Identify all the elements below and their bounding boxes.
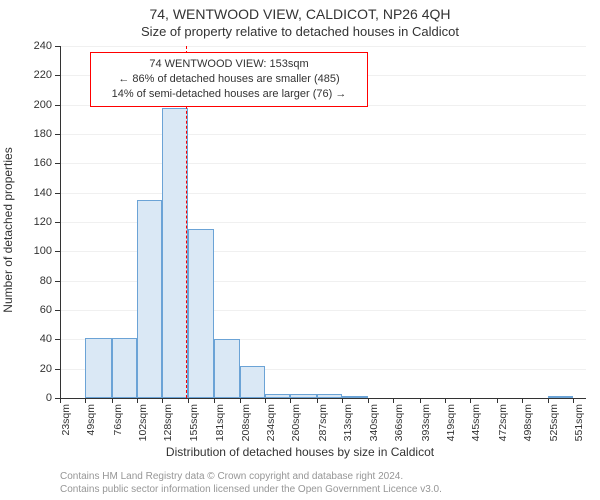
y-tick-label: 140 [34,187,52,199]
x-tick-label: 260sqm [290,404,302,441]
x-tick-label: 181sqm [214,404,226,441]
y-tick-label: 180 [34,128,52,140]
footer-attribution: Contains HM Land Registry data © Crown c… [60,471,586,496]
y-axis-line [60,46,61,398]
x-tick-label: 76sqm [112,404,124,436]
annotation-box: 74 WENTWOOD VIEW: 153sqm← 86% of detache… [90,52,368,107]
x-tick-label: 234sqm [265,404,277,441]
x-tick-label: 498sqm [522,404,534,441]
y-tick-label: 160 [34,157,52,169]
x-tick-label: 155sqm [188,404,200,441]
x-tick-label: 525sqm [548,404,560,441]
histogram-plot-area: 02040608010012014016018020022024023sqm49… [60,46,586,398]
annotation-line-1: 74 WENTWOOD VIEW: 153sqm [99,57,359,72]
histogram-bar [240,366,265,398]
footer-line-1: Contains HM Land Registry data © Crown c… [60,471,586,484]
histogram-bar [188,229,213,398]
histogram-bar [112,338,137,398]
page-title-description: Size of property relative to detached ho… [0,24,600,39]
y-tick-label: 120 [34,216,52,228]
y-tick-label: 200 [34,99,52,111]
x-tick-label: 551sqm [573,404,585,441]
y-tick-label: 100 [34,245,52,257]
histogram-bar [137,200,162,398]
x-tick-label: 472sqm [497,404,509,441]
x-tick-label: 287sqm [317,404,329,441]
annotation-line-3: 14% of semi-detached houses are larger (… [99,87,359,102]
x-tick-label: 445sqm [470,404,482,441]
y-tick-label: 40 [40,333,52,345]
x-axis-label: Distribution of detached houses by size … [0,445,600,459]
gridline [60,193,586,194]
x-tick-label: 393sqm [420,404,432,441]
x-tick-label: 366sqm [393,404,405,441]
y-axis-label: Number of detached properties [1,147,15,312]
x-tick-label: 23sqm [60,404,72,436]
y-tick-label: 240 [34,40,52,52]
x-tick-label: 128sqm [162,404,174,441]
y-tick-label: 60 [40,304,52,316]
gridline [60,134,586,135]
annotation-line-2: ← 86% of detached houses are smaller (48… [99,72,359,87]
footer-line-2: Contains public sector information licen… [60,484,586,497]
x-axis-line [60,398,586,399]
histogram-bar [162,108,188,398]
histogram-bar [214,339,240,398]
x-tick-label: 313sqm [342,404,354,441]
x-tick-label: 102sqm [137,404,149,441]
y-tick-label: 220 [34,69,52,81]
x-tick-label: 340sqm [368,404,380,441]
y-tick-label: 0 [46,392,52,404]
histogram-bar [85,338,111,398]
x-tick-label: 208sqm [240,404,252,441]
x-tick-label: 419sqm [445,404,457,441]
page-title-address: 74, WENTWOOD VIEW, CALDICOT, NP26 4QH [0,6,600,22]
gridline [60,46,586,47]
gridline [60,163,586,164]
y-tick-label: 20 [40,363,52,375]
y-tick-label: 80 [40,275,52,287]
x-tick-label: 49sqm [85,404,97,436]
